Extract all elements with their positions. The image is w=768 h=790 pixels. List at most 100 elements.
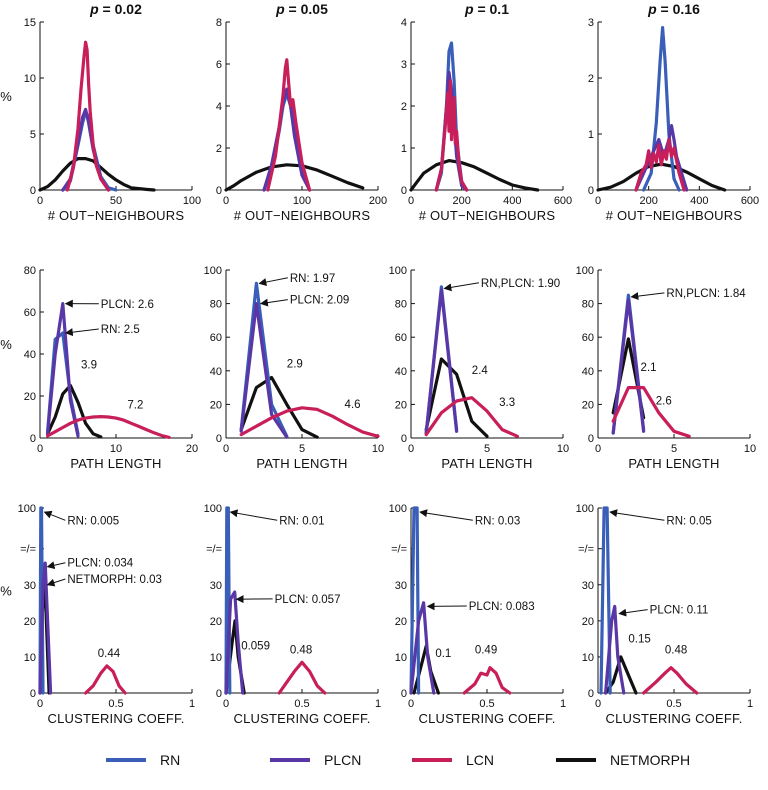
y-tick-label: 0 (588, 688, 594, 700)
legend-label-plcn: PLCN (324, 752, 362, 768)
y-tick-label: 3 (401, 59, 407, 71)
x-tick-label: 0 (223, 195, 229, 207)
x-tick-label: 0.5 (108, 698, 123, 710)
annotation-label: 4.6 (345, 399, 361, 411)
x-tick-label: 0 (595, 443, 601, 455)
annotation-label: 2.9 (287, 358, 303, 370)
legend-swatch-netmorph (556, 758, 596, 762)
y-tick-label: 60 (395, 332, 407, 344)
x-tick-label: 0 (595, 698, 601, 710)
y-tick-label: 1 (401, 143, 407, 155)
panel-title-p: p (647, 1, 657, 17)
x-axis-label: # OUT−NEIGHBOURS (48, 208, 185, 223)
y-tick-label: 10 (582, 652, 594, 664)
series-line-lcn (65, 40, 111, 192)
x-tick-label: 0 (37, 698, 43, 710)
legend-swatch-plcn (270, 758, 310, 762)
annotation-label: RN: 2.5 (101, 324, 140, 336)
series-line-plcn (262, 87, 312, 192)
legend-label-rn: RN (160, 752, 181, 768)
x-tick-label: 0.5 (479, 698, 494, 710)
x-tick-label: 10 (372, 443, 384, 455)
y-tick-label: 15 (24, 17, 36, 29)
series-line-lcn (434, 79, 469, 192)
y-tick-label: 30 (582, 580, 594, 592)
series-line-plcn (424, 288, 459, 435)
x-axis-label: # OUT−NEIGHBOURS (419, 208, 556, 223)
x-axis-label: PATH LENGTH (70, 456, 161, 471)
legend-label-netmorph: NETMORPH (610, 752, 691, 768)
y-tick-label: 0 (401, 185, 407, 197)
legend-item-rn: RN (106, 750, 180, 770)
annotation-arrow (43, 510, 66, 521)
annotation-label: RN: 0.005 (67, 515, 119, 527)
x-axis-label: # OUT−NEIGHBOURS (606, 208, 743, 223)
annotation-label: 0.48 (665, 644, 687, 656)
y-tick-label: 40 (24, 349, 36, 361)
series-line-lcn (611, 386, 691, 438)
series-line-netmorph (224, 163, 365, 192)
annotation-arrow (259, 298, 288, 307)
series-line-netmorph (45, 383, 103, 439)
x-tick-label: 10 (557, 443, 569, 455)
y-tick-label: 80 (24, 265, 36, 277)
x-tick-label: 0 (408, 195, 414, 207)
panel-title: p = 0.1 (464, 1, 509, 17)
panel-title-p: p (464, 1, 474, 17)
annotation-arrow (443, 282, 480, 292)
annotation-label: PLCN: 2.09 (290, 295, 349, 307)
chart-panel-p2: 0 2 4 6 8 0 100 200# OUT−NEIGHBOURS p = 0.05 (216, 1, 387, 223)
panel-title-p: p (89, 1, 99, 17)
series-line-netmorph (424, 357, 489, 438)
annotation-label: PLCN: 0.057 (275, 594, 341, 606)
annotation-arrow (46, 561, 66, 570)
panel-title-value: = 0.16 (657, 1, 700, 17)
annotation-arrow (609, 509, 665, 521)
legend-label-lcn: LCN (466, 752, 495, 768)
annotation-arrow (46, 578, 66, 587)
y-tick-label: 3 (588, 17, 594, 29)
annotation-label: RN: 0.05 (666, 515, 711, 527)
x-tick-label: 0 (223, 698, 229, 710)
y-tick-label: 0 (30, 688, 36, 700)
y-tick-label: 8 (216, 17, 222, 29)
y-tick-label: 30 (210, 580, 222, 592)
chart-panel-p7: 0 20 40 60 80 100 0 5 10 PATH LENGTH RN,PLCN: 1.90… (389, 265, 569, 471)
y-tick-label: 20 (395, 616, 407, 628)
y-tick-label: 20 (210, 399, 222, 411)
annotation-label: 0.15 (628, 633, 650, 645)
annotation-label: PLCN: 0.11 (650, 605, 709, 617)
y-tick-label: 0 (30, 433, 36, 445)
chart-panel-p12: 0 10 20 30 =/= 100 0 0.5 1 CLUSTERING COEFF. RN: 0… (576, 503, 753, 726)
y-tick-label: 100 (389, 503, 407, 515)
y-tick-label: 40 (582, 366, 594, 378)
annotation-label: PLCN: 0.034 (67, 558, 133, 570)
x-tick-label: 1 (560, 698, 566, 710)
y-tick-label: 0 (401, 688, 407, 700)
x-axis-label: PATH LENGTH (441, 456, 532, 471)
x-tick-label: 0 (37, 443, 43, 455)
y-tick-label: 0 (216, 688, 222, 700)
y-tick-label: 100 (204, 503, 222, 515)
x-axis-label: CLUSTERING COEFF. (233, 711, 370, 726)
y-tick-label: 100 (204, 265, 222, 277)
y-tick-label: =/= (578, 544, 594, 556)
y-tick-label: 80 (395, 299, 407, 311)
y-tick-label: 10 (210, 652, 222, 664)
panel-title-value: = 0.1 (474, 1, 510, 17)
x-tick-label: 50 (110, 195, 122, 207)
series-line-netmorph (596, 162, 727, 192)
annotation-label: 0.49 (475, 644, 497, 656)
series-line-lcn (462, 666, 512, 695)
series-line-netmorph (239, 375, 319, 439)
chart-panel-p9: 0 10 20 30 =/= 100 0 0.5 1 CLUSTERING COEFF.% RN: … (0, 503, 195, 726)
series-line-plcn (45, 302, 80, 438)
annotation-label: 0.48 (290, 644, 312, 656)
x-tick-label: 0 (408, 698, 414, 710)
x-tick-label: 200 (639, 195, 657, 207)
chart-panel-p1: 0 5 10 15 0 50 100# OUT−NEIGHBOURS% p = 0.02 (0, 1, 201, 223)
y-tick-label: 40 (210, 366, 222, 378)
panel-title-p: p (275, 1, 285, 17)
annotation-arrow (64, 328, 99, 337)
x-tick-label: 100 (293, 195, 311, 207)
